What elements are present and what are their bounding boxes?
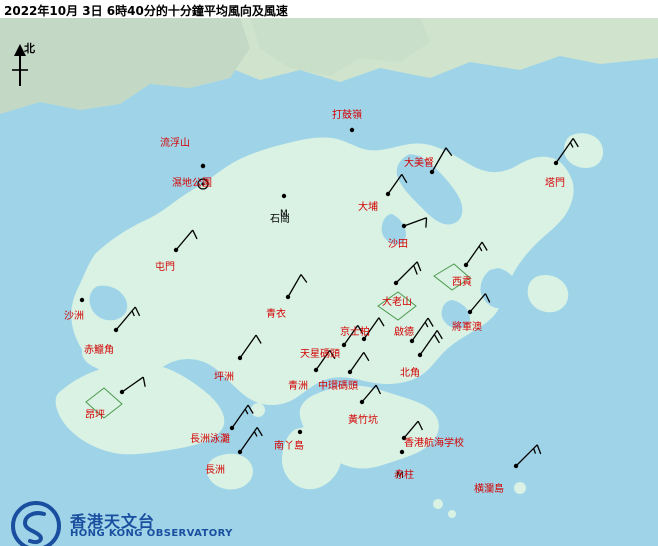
station-label: 香港航海学校 [404,438,464,449]
waglan-island [514,482,526,494]
tolo-harbour [396,154,463,225]
wind-barb [119,376,146,395]
station-label: 屯門 [155,262,175,273]
wind-barb [393,261,422,286]
wind-barb [237,427,263,455]
wind-barb [513,444,542,469]
wind-barb [429,147,453,175]
wind-barb [361,317,385,342]
wind-barb [359,384,382,405]
station-label: 北角 [400,368,420,379]
station-label: 坪洲 [214,372,234,383]
hko-logo-chinese: 香港天文台 [70,512,156,531]
north-arrow-glyph [12,44,28,86]
wind-barb [229,404,254,431]
wind-barb [200,163,206,169]
station-label: 赤鱲角 [84,345,114,356]
wind-barb [385,173,408,197]
stanley-marker: M [396,471,404,481]
wind-barb [341,324,364,348]
station-label: 大埔 [358,202,378,213]
mainland-urban-2 [250,18,430,76]
wind-barb [553,138,579,166]
station-label: 將軍澳 [452,322,482,333]
map-graphics: M M [0,18,658,546]
page-title: 2022年10月 3日 6時40分的十分鐘平均風向及風速 [4,4,288,18]
station-label: 沙洲 [64,311,84,322]
country-park-outline-2 [377,291,417,321]
station-label: 大老山 [382,297,412,308]
wind-barb [347,351,370,375]
station-label: 塔門 [545,178,565,189]
ne-island [564,133,604,168]
lantau-island [55,363,225,455]
station-label: 沙田 [388,239,408,250]
wind-barb [297,429,303,435]
north-arrow-label: 北 [24,42,35,55]
station-label: 長洲泳灘 [190,434,230,445]
sai-kung-inlet [480,268,519,309]
hko-logo: 香港天文台 HONG KONG OBSERVATORY [10,500,260,546]
station-label: 南丫島 [274,441,304,452]
station-label: 赤柱 [394,470,414,481]
wind-barb [281,193,287,199]
country-park-outline-3 [433,263,471,291]
station-label: 昂坪 [85,410,105,421]
tap-mun-island [551,169,569,187]
chek-lap-kok-airport [82,338,159,374]
west-bay [89,285,128,321]
station-label: 青衣 [266,309,286,320]
wind-barb [401,420,424,441]
wind-barb [113,306,141,333]
hko-logo-english: HONG KONG OBSERVATORY [70,528,233,539]
station-label: 黃竹坑 [348,415,378,426]
wetland-park-marker [197,178,209,190]
wind-barb [417,330,443,358]
wind-barb [463,241,488,268]
sai-kung-inlet-2 [441,300,470,329]
wind-barb [173,229,198,253]
station-label: 京士柏 [340,327,370,338]
wind-barb [237,334,262,361]
station-label: 中環碼頭 [318,381,358,392]
cheung-chau-island [206,453,253,490]
wind-barb [401,217,428,229]
wind-barb [399,449,405,455]
hko-logo-mark [11,501,61,546]
southern-islet [448,510,456,518]
map-canvas[interactable]: M M 打鼓嶺流浮山濕地公園 大美督塔門大埔石崗沙田屯門西貢大老山沙洲 青衣將軍澳 京… [0,18,658,546]
shatin-inlet [381,214,406,245]
wind-barb [349,127,355,133]
po-toi-island [433,499,443,509]
country-park-outline-1 [85,387,123,419]
station-label: 啟德 [394,327,414,338]
wind-barb [79,297,85,303]
station-label: 打鼓嶺 [332,110,362,121]
station-label: 長洲 [205,465,225,476]
station-label: 西貢 [452,277,472,288]
station-label: 天星碼頭 [300,349,340,360]
station-label: 横瀾島 [474,484,504,495]
station-label: 濕地公園 [172,178,212,189]
wind-barb [313,349,336,373]
peng-chau-island [238,378,250,390]
hei-ling-chau-island [251,403,265,417]
sha-chau-island [81,317,91,327]
station-label: 石崗 [270,214,290,225]
lamma-island [282,426,342,490]
shek-kong-marker: M [280,209,288,219]
station-label: 大美督 [404,158,434,169]
north-arrow: 北 [6,40,46,90]
wind-barb [467,293,491,315]
wind-barb [409,317,434,344]
station-label: 青洲 [288,381,308,392]
port-island [488,238,508,258]
sai-kung-island [527,274,569,313]
wind-barb [285,274,308,300]
station-label: 流浮山 [160,138,190,149]
shenzhen-urban-area [0,18,250,114]
wind-barb-layer [79,127,579,469]
